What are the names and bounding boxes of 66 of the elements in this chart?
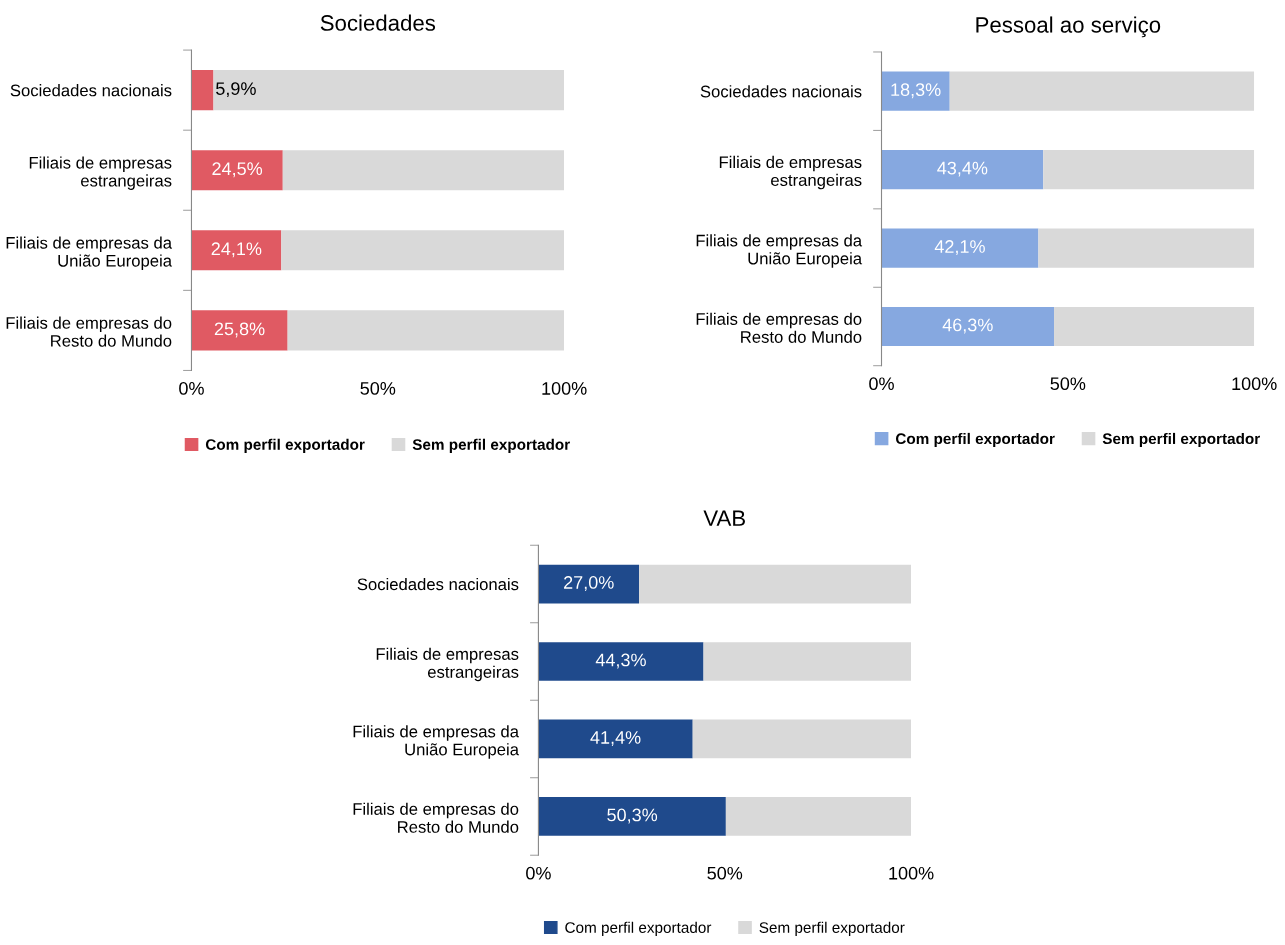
y-tick-label: Filiais de empresas do Resto do Mundo (696, 312, 862, 343)
y-tick-label: Filiais de empresas do Resto do Mundo (353, 802, 519, 833)
bar (287, 310, 565, 351)
data-label: 43,4% (937, 161, 988, 177)
y-tick-label: Filiais de empresas do Resto do Mundo (6, 316, 172, 347)
legend-label: Com perfil exportador (205, 438, 365, 453)
y-tick-label: Filiais de empresas da União Europeia (6, 236, 173, 270)
data-label: 42,1% (934, 240, 985, 256)
y-tick-label: Sociedades nacionais (700, 85, 862, 98)
data-label: 5,9% (216, 82, 256, 98)
data-label: 41,4% (590, 731, 641, 746)
bar (213, 70, 565, 111)
legend-label: Com perfil exportador (895, 432, 1055, 448)
legend-label: Com perfil exportador (565, 921, 712, 936)
bar (1043, 150, 1255, 190)
x-tick-label: 50% (360, 382, 396, 395)
bar (538, 564, 640, 604)
bar (538, 797, 726, 836)
bar (692, 719, 912, 759)
data-label: 50,3% (607, 808, 658, 824)
bar (881, 228, 1039, 268)
bar (639, 564, 912, 604)
bar (881, 71, 950, 111)
x-tick-label: 100% (1232, 377, 1277, 391)
bar (538, 642, 704, 681)
bar (881, 150, 1044, 190)
bar (191, 70, 214, 111)
bar (703, 642, 912, 681)
bar (1038, 228, 1255, 268)
legend-label: Sem perfil exportador (759, 921, 905, 936)
bar (881, 306, 1055, 347)
y-tick-label: Filiais de empresas estrangeiras (29, 156, 172, 190)
bar (282, 150, 565, 191)
y-tick-label: Filiais de empresas da União Europeia (353, 725, 519, 759)
x-tick-label: 50% (1050, 377, 1086, 391)
x-tick-label: 100% (889, 866, 934, 880)
data-label: 24,5% (212, 162, 263, 178)
data-label: 25,8% (214, 322, 265, 338)
chart-title: Pessoal ao serviço (976, 16, 1161, 38)
y-tick-label: Filiais de empresas estrangeiras (719, 155, 862, 190)
x-tick-label: 0% (179, 382, 204, 395)
y-tick-label: Sociedades nacionais (10, 84, 172, 97)
legend-label: Sem perfil exportador (1102, 432, 1260, 448)
bar (281, 230, 565, 271)
data-label: 44,3% (595, 653, 646, 669)
legend-label: Sem perfil exportador (412, 438, 570, 453)
bar (949, 71, 1255, 111)
bar (191, 230, 282, 271)
bar (191, 310, 288, 351)
chart-title: Sociedades (320, 14, 436, 31)
bar (725, 797, 912, 836)
y-tick-label: Filiais de empresas da União Europeia (696, 234, 863, 268)
x-tick-label: 0% (526, 866, 551, 880)
x-tick-label: 50% (707, 866, 743, 880)
data-label: 46,3% (942, 318, 993, 334)
data-label: 18,3% (891, 83, 941, 99)
x-tick-label: 0% (869, 377, 894, 391)
x-tick-label: 100% (542, 382, 587, 395)
y-tick-label: Filiais de empresas estrangeiras (376, 647, 519, 682)
data-label: 27,0% (564, 576, 614, 591)
y-tick-label: Sociedades nacionais (357, 577, 519, 591)
bar (538, 719, 693, 759)
chart-title: VAB (703, 510, 745, 526)
bar (1054, 306, 1255, 347)
data-label: 24,1% (211, 242, 262, 258)
bar (191, 150, 283, 191)
